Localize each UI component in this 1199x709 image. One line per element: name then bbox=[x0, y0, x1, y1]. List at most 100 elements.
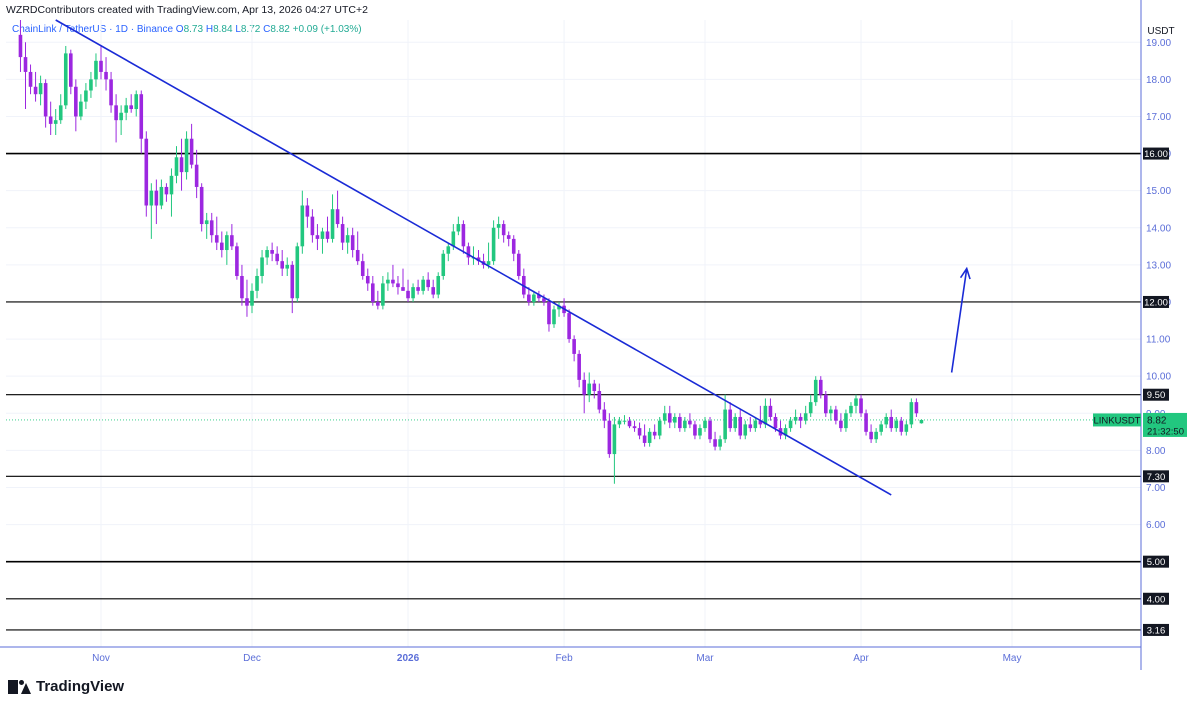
candle-body bbox=[879, 424, 883, 432]
candle bbox=[255, 268, 259, 299]
level-price-tag bbox=[1143, 388, 1169, 401]
candle-body bbox=[265, 250, 269, 258]
candle bbox=[597, 383, 602, 414]
candle-body bbox=[149, 190, 154, 206]
candle bbox=[270, 242, 274, 262]
candle-body bbox=[461, 224, 466, 247]
time-tick-label: Feb bbox=[555, 653, 573, 664]
candle bbox=[139, 90, 144, 154]
candle bbox=[698, 424, 702, 440]
candle-body bbox=[753, 420, 758, 429]
candle bbox=[199, 183, 204, 232]
candle-body bbox=[788, 420, 793, 429]
candle bbox=[642, 424, 647, 447]
candle-body bbox=[345, 235, 350, 243]
candle bbox=[788, 416, 793, 432]
candle-body bbox=[194, 164, 199, 187]
price-chart[interactable]: 5.006.007.008.009.0010.0011.0012.0013.00… bbox=[0, 0, 1199, 670]
candle bbox=[38, 75, 43, 106]
candle bbox=[441, 250, 446, 280]
candle bbox=[436, 272, 441, 299]
time-axis: Nov Dec 2026 Feb Mar Apr May bbox=[0, 646, 1141, 664]
candle bbox=[104, 57, 108, 91]
candle bbox=[637, 422, 642, 440]
chart-drawings bbox=[55, 19, 971, 496]
candle-body bbox=[18, 34, 23, 58]
tradingview-logo[interactable]: TradingView bbox=[8, 678, 124, 695]
candle-body bbox=[320, 231, 325, 239]
candle-body bbox=[446, 246, 451, 254]
price-tick-label: 8.00 bbox=[1146, 446, 1166, 457]
candle-body bbox=[516, 253, 521, 276]
candle bbox=[602, 402, 607, 429]
candle bbox=[683, 416, 687, 432]
candle-body bbox=[199, 186, 204, 225]
candle bbox=[320, 227, 325, 254]
bar-countdown: 21:32:50 bbox=[1147, 426, 1184, 437]
candle-body bbox=[225, 235, 229, 251]
candle-body bbox=[773, 416, 778, 429]
candle-body bbox=[23, 57, 28, 72]
candle-body bbox=[869, 431, 873, 440]
candle bbox=[406, 279, 410, 302]
candle bbox=[33, 71, 38, 102]
level-price-tag-label: 7.30 bbox=[1147, 472, 1166, 483]
candle bbox=[109, 71, 113, 113]
price-tick-label: 10.00 bbox=[1146, 372, 1171, 383]
candle-body bbox=[235, 246, 239, 276]
candle bbox=[250, 283, 254, 314]
candle-body bbox=[532, 294, 536, 302]
candle bbox=[501, 220, 506, 243]
candle-body bbox=[431, 287, 435, 295]
level-price-tag-label: 16.00 bbox=[1144, 149, 1168, 160]
candle bbox=[214, 216, 219, 251]
candle bbox=[733, 413, 737, 432]
candle bbox=[824, 391, 828, 417]
candle bbox=[527, 287, 531, 306]
candle bbox=[884, 413, 888, 429]
time-tick-label: Nov bbox=[92, 653, 110, 664]
candle-body bbox=[134, 94, 139, 110]
candle-body bbox=[214, 235, 219, 243]
symbol-name[interactable]: ChainLink / TetherUS · 1D · Binance bbox=[12, 24, 174, 35]
level-price-tag-label: 9.50 bbox=[1147, 390, 1166, 401]
candle bbox=[753, 416, 758, 432]
candle-body bbox=[783, 428, 788, 436]
last-price-tag bbox=[1143, 412, 1187, 437]
candle bbox=[667, 405, 672, 429]
candle-body bbox=[844, 413, 848, 429]
candle-body bbox=[728, 409, 732, 429]
candle-body bbox=[476, 257, 481, 262]
candle bbox=[28, 64, 33, 95]
candle-body bbox=[657, 420, 662, 436]
candle bbox=[849, 402, 853, 417]
candle-body bbox=[43, 83, 48, 117]
candle-body bbox=[38, 83, 43, 95]
candle-body bbox=[330, 209, 335, 239]
candle bbox=[899, 416, 904, 436]
candle-body bbox=[552, 309, 556, 325]
candle bbox=[511, 235, 516, 262]
candle bbox=[84, 83, 88, 110]
candle bbox=[768, 398, 773, 421]
candle-body bbox=[179, 157, 184, 173]
candle bbox=[854, 394, 858, 414]
candle-body bbox=[813, 379, 818, 403]
candle-body bbox=[325, 231, 330, 239]
candle bbox=[23, 42, 28, 110]
candle-body bbox=[703, 420, 707, 429]
candle bbox=[285, 257, 290, 276]
candle bbox=[189, 123, 194, 169]
candle bbox=[894, 416, 899, 432]
candle-body bbox=[627, 420, 632, 427]
candle bbox=[743, 420, 748, 440]
level-price-tag bbox=[1143, 295, 1169, 308]
candle-body bbox=[884, 416, 888, 425]
price-tick-label: 18.00 bbox=[1146, 75, 1171, 86]
candle-body bbox=[144, 138, 149, 206]
candle-body bbox=[713, 439, 717, 447]
candle-body bbox=[99, 60, 103, 72]
candle bbox=[446, 242, 451, 262]
candle bbox=[869, 424, 873, 443]
time-tick-label: Dec bbox=[243, 653, 261, 664]
